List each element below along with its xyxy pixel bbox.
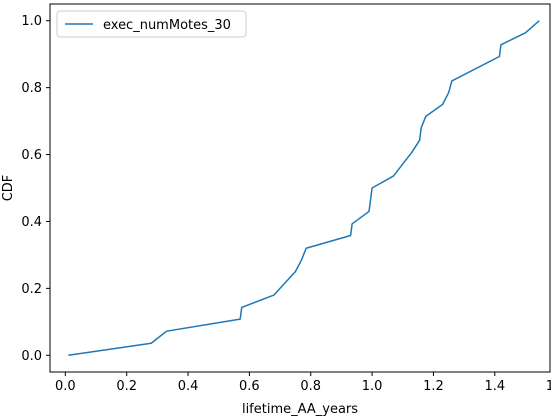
y-axis-ticks: 0.0 0.2 0.4 0.6 0.8 1.0: [21, 14, 50, 364]
x-tick-label: 0.6: [239, 379, 260, 394]
x-tick-label: 1.2: [423, 379, 444, 394]
y-tick-label: 0.4: [21, 215, 42, 230]
y-tick-label: 0.6: [21, 148, 42, 163]
y-axis-label: CDF: [1, 175, 16, 202]
x-tick-label: 1.0: [362, 379, 383, 394]
y-tick-label: 0.0: [21, 349, 42, 364]
legend-box: [56, 10, 247, 38]
x-tick-label: 1.6: [546, 379, 551, 394]
y-tick-label: 0.8: [21, 81, 42, 96]
plot-area-frame: [49, 3, 551, 373]
x-tick-label: 0.8: [300, 379, 321, 394]
x-tick-label: 0.4: [178, 379, 199, 394]
legend-label: exec_numMotes_30: [103, 18, 231, 33]
x-tick-label: 1.4: [484, 379, 505, 394]
x-axis-ticks: 0.0 0.2 0.4 0.6 0.8 1.0 1.2 1.4 1.6: [55, 372, 551, 394]
y-tick-label: 0.2: [21, 282, 42, 297]
x-tick-label: 0.2: [116, 379, 137, 394]
legend: exec_numMotes_30: [56, 10, 247, 38]
y-tick-label: 1.0: [21, 14, 42, 29]
series-layer: [68, 20, 540, 357]
series-line: [68, 20, 540, 357]
x-tick-label: 0.0: [55, 379, 76, 394]
x-axis-label: lifetime_AA_years: [242, 402, 358, 416]
